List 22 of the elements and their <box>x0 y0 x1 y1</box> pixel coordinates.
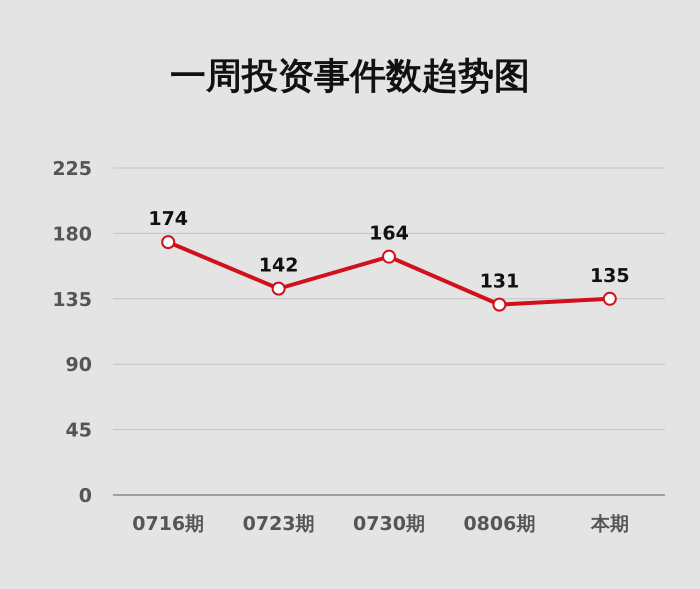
data-label: 135 <box>590 264 630 287</box>
point <box>492 298 506 312</box>
point <box>602 292 617 306</box>
data-label: 131 <box>480 270 520 293</box>
x-tick-label: 0806期 <box>463 513 536 535</box>
x-tick-label: 本期 <box>590 513 629 535</box>
point <box>382 250 396 264</box>
y-tick-label: 0 <box>78 485 92 507</box>
y-tick-label: 45 <box>66 420 92 442</box>
y-tick-label: 135 <box>52 288 92 311</box>
point <box>161 235 176 250</box>
y-tick-label: 90 <box>66 354 92 376</box>
x-tick-label: 0716期 <box>132 513 204 535</box>
data-label: 174 <box>148 208 188 230</box>
data-label: 164 <box>369 222 409 245</box>
chart-title: 一周投资事件数趋势图 <box>170 56 530 97</box>
point <box>272 282 286 296</box>
y-tick-label: 180 <box>52 223 92 246</box>
x-tick-label: 0730期 <box>353 513 425 535</box>
y-tick-label: 225 <box>52 158 92 180</box>
data-label: 142 <box>258 254 298 277</box>
x-tick-label: 0723期 <box>242 513 315 535</box>
